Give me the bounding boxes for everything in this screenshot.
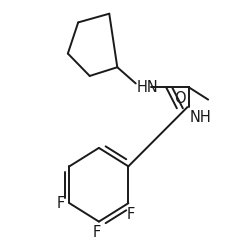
Text: NH: NH [189, 110, 211, 124]
Text: F: F [126, 207, 134, 222]
Text: F: F [56, 196, 65, 211]
Text: O: O [173, 91, 185, 106]
Text: F: F [92, 225, 100, 240]
Text: HN: HN [136, 80, 158, 95]
